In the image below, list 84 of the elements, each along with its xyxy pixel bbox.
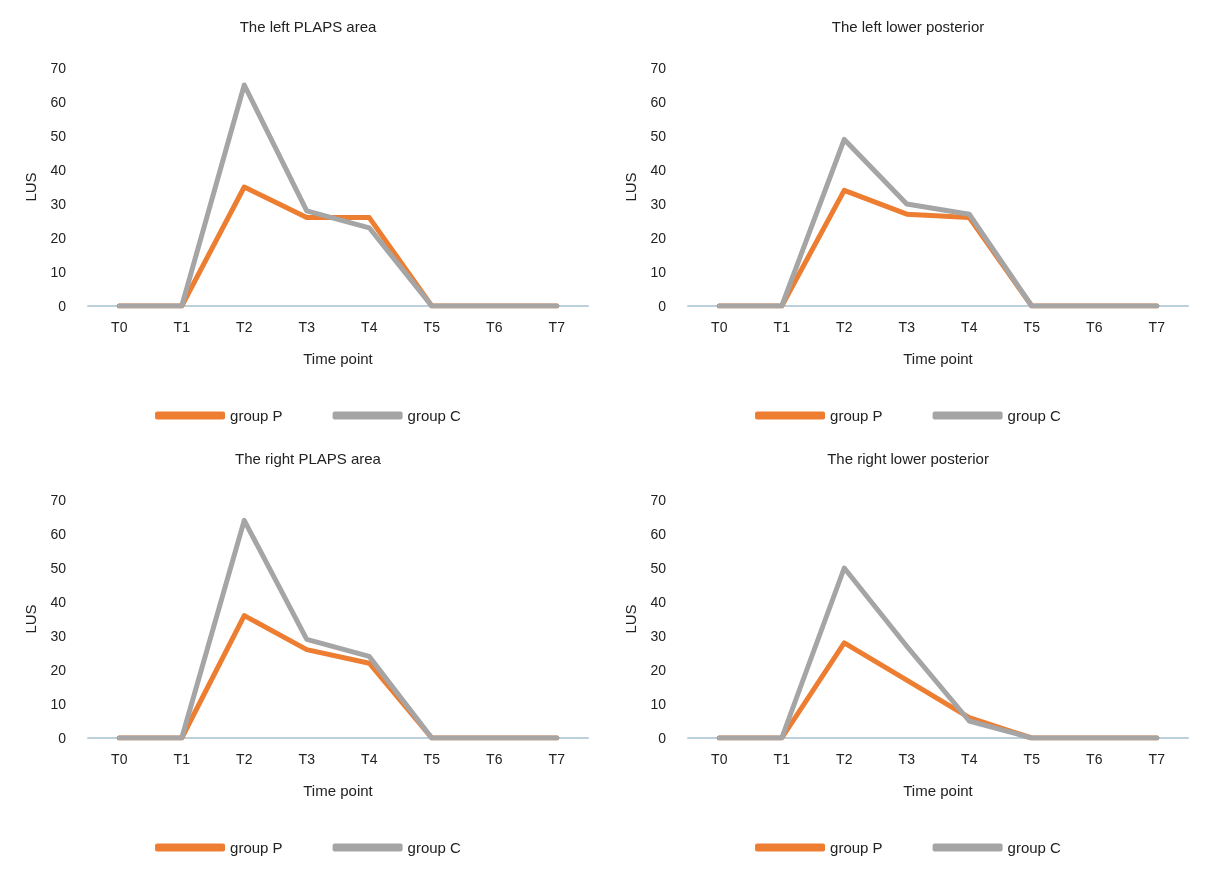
x-tick-label: T3 — [298, 751, 316, 767]
y-tick-label: 10 — [650, 696, 667, 712]
x-tick-label: T3 — [298, 319, 316, 335]
x-tick-label: T4 — [961, 319, 978, 335]
x-tick-label: T5 — [1023, 751, 1041, 767]
x-tick-label: T7 — [1148, 751, 1166, 767]
chart-title: The right lower posterior — [827, 450, 989, 467]
x-tick-label: T6 — [1086, 751, 1103, 767]
x-tick-label: T0 — [711, 319, 728, 335]
y-tick-label: 0 — [658, 730, 667, 746]
x-tick-label: T0 — [111, 751, 128, 767]
y-tick-label: 60 — [650, 94, 667, 110]
legend-label: group P — [830, 407, 883, 424]
x-tick-label: T5 — [423, 751, 441, 767]
x-tick-label: T1 — [773, 319, 791, 335]
x-tick-label: T4 — [961, 751, 978, 767]
y-tick-label: 60 — [50, 94, 67, 110]
x-tick-label: T0 — [111, 319, 128, 335]
x-tick-label: T3 — [898, 319, 916, 335]
y-tick-label: 0 — [58, 298, 67, 314]
y-tick-label: 20 — [650, 230, 667, 246]
y-tick-label: 10 — [50, 264, 67, 280]
y-tick-label: 70 — [50, 60, 67, 76]
legend-label: group P — [830, 839, 883, 856]
x-tick-label: T3 — [898, 751, 916, 767]
x-tick-label: T7 — [1148, 319, 1166, 335]
x-tick-label: T7 — [548, 751, 566, 767]
x-tick-label: T2 — [236, 319, 253, 335]
legend-label: group C — [407, 839, 462, 856]
y-tick-label: 40 — [50, 162, 67, 178]
x-axis-title: Time point — [303, 782, 374, 799]
legend-label: group P — [230, 407, 283, 424]
chart-title: The right PLAPS area — [235, 450, 382, 467]
y-tick-label: 60 — [50, 526, 67, 542]
y-tick-label: 0 — [58, 730, 67, 746]
x-tick-label: T4 — [361, 751, 378, 767]
x-axis-title: Time point — [303, 350, 374, 367]
y-tick-label: 40 — [650, 162, 667, 178]
y-tick-label: 40 — [50, 594, 67, 610]
legend-label: group C — [1007, 407, 1062, 424]
y-tick-label: 30 — [650, 628, 667, 644]
chart-title: The left PLAPS area — [239, 18, 378, 35]
y-tick-label: 50 — [50, 560, 67, 576]
legend-label: group P — [230, 839, 283, 856]
x-tick-label: T6 — [1086, 319, 1103, 335]
y-tick-label: 50 — [650, 560, 667, 576]
y-tick-label: 50 — [650, 128, 667, 144]
y-tick-label: 20 — [50, 230, 67, 246]
y-tick-label: 30 — [50, 196, 67, 212]
y-axis-title: LUS — [622, 172, 639, 202]
x-tick-label: T1 — [173, 319, 191, 335]
y-tick-label: 30 — [50, 628, 67, 644]
y-tick-label: 70 — [650, 492, 667, 508]
y-tick-label: 70 — [50, 492, 67, 508]
x-tick-label: T1 — [773, 751, 791, 767]
legend-label: group C — [1007, 839, 1062, 856]
y-tick-label: 0 — [658, 298, 667, 314]
y-axis-title: LUS — [22, 604, 39, 634]
y-tick-label: 50 — [50, 128, 67, 144]
x-tick-label: T2 — [836, 751, 853, 767]
x-tick-label: T2 — [236, 751, 253, 767]
chart-title: The left lower posterior — [831, 18, 985, 35]
x-tick-label: T6 — [486, 751, 503, 767]
legend-label: group C — [407, 407, 462, 424]
x-tick-label: T4 — [361, 319, 378, 335]
x-tick-label: T2 — [836, 319, 853, 335]
y-tick-label: 20 — [50, 662, 67, 678]
y-tick-label: 10 — [650, 264, 667, 280]
x-axis-title: Time point — [903, 350, 974, 367]
x-tick-label: T6 — [486, 319, 503, 335]
y-tick-label: 40 — [650, 594, 667, 610]
y-tick-label: 30 — [650, 196, 667, 212]
x-tick-label: T5 — [1023, 319, 1041, 335]
x-tick-label: T1 — [173, 751, 191, 767]
y-tick-label: 10 — [50, 696, 67, 712]
y-tick-label: 60 — [650, 526, 667, 542]
y-axis-title: LUS — [622, 604, 639, 634]
y-axis-title: LUS — [22, 172, 39, 202]
y-tick-label: 70 — [650, 60, 667, 76]
x-axis-title: Time point — [903, 782, 974, 799]
x-tick-label: T5 — [423, 319, 441, 335]
y-tick-label: 20 — [650, 662, 667, 678]
x-tick-label: T7 — [548, 319, 566, 335]
x-tick-label: T0 — [711, 751, 728, 767]
